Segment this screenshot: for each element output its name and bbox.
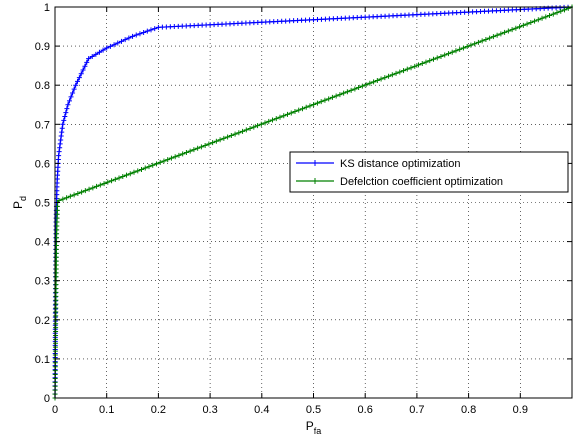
tick-labels: 0 0.1 0.2 0.3 0.4 0.5 0.6 0.7 0.8 0.9 0 0.1 0.2 0.3 0.… (35, 2, 528, 416)
x-tick-label: 0.9 (513, 404, 528, 416)
y-tick-label: 0.7 (35, 119, 50, 131)
x-tick-label: 0.6 (358, 404, 373, 416)
x-axis-label-sub: fa (314, 426, 322, 436)
x-tick-label: 0.2 (151, 404, 166, 416)
y-tick-label: 0.6 (35, 158, 50, 170)
y-tick-label: 0.8 (35, 80, 50, 92)
legend-entry-deflection: Defelction coefficient optimization (296, 176, 503, 188)
legend: KS distance optimization Defelction coef… (289, 151, 569, 193)
legend-box (289, 151, 569, 193)
x-tick-label: 0.8 (461, 404, 476, 416)
legend-label-ks: KS distance optimization (340, 158, 460, 170)
legend-marker-ks (312, 160, 318, 166)
x-axis-label-main: P (306, 419, 314, 433)
x-tick-label: 0.4 (254, 404, 269, 416)
series-1 (52, 4, 573, 401)
y-axis-label-main: P (11, 201, 25, 209)
y-tick-label: 0.2 (35, 315, 50, 327)
axis-ticks (54, 6, 572, 399)
y-tick-label: 0.3 (35, 276, 50, 288)
legend-entry-ks: KS distance optimization (296, 158, 460, 170)
y-axis-label-sub: d (18, 196, 28, 201)
plot-area (55, 7, 572, 398)
legend-label-deflection: Defelction coefficient optimization (340, 176, 503, 188)
y-tick-label: 0.1 (35, 354, 50, 366)
x-axis-label: Pfa (306, 419, 322, 436)
y-tick-label: 0.5 (35, 198, 50, 210)
y-axis-label: Pd (11, 196, 28, 209)
y-tick-label: 1 (44, 2, 50, 14)
legend-marker-deflection (312, 178, 318, 184)
y-tick-label: 0.9 (35, 41, 50, 53)
x-tick-label: 0 (52, 404, 58, 416)
x-tick-label: 0.3 (202, 404, 217, 416)
x-tick-label: 0.7 (409, 404, 424, 416)
x-tick-label: 0.5 (306, 404, 321, 416)
x-tick-label: 0.1 (99, 404, 114, 416)
y-tick-label: 0 (44, 393, 50, 405)
y-tick-label: 0.4 (35, 237, 50, 249)
